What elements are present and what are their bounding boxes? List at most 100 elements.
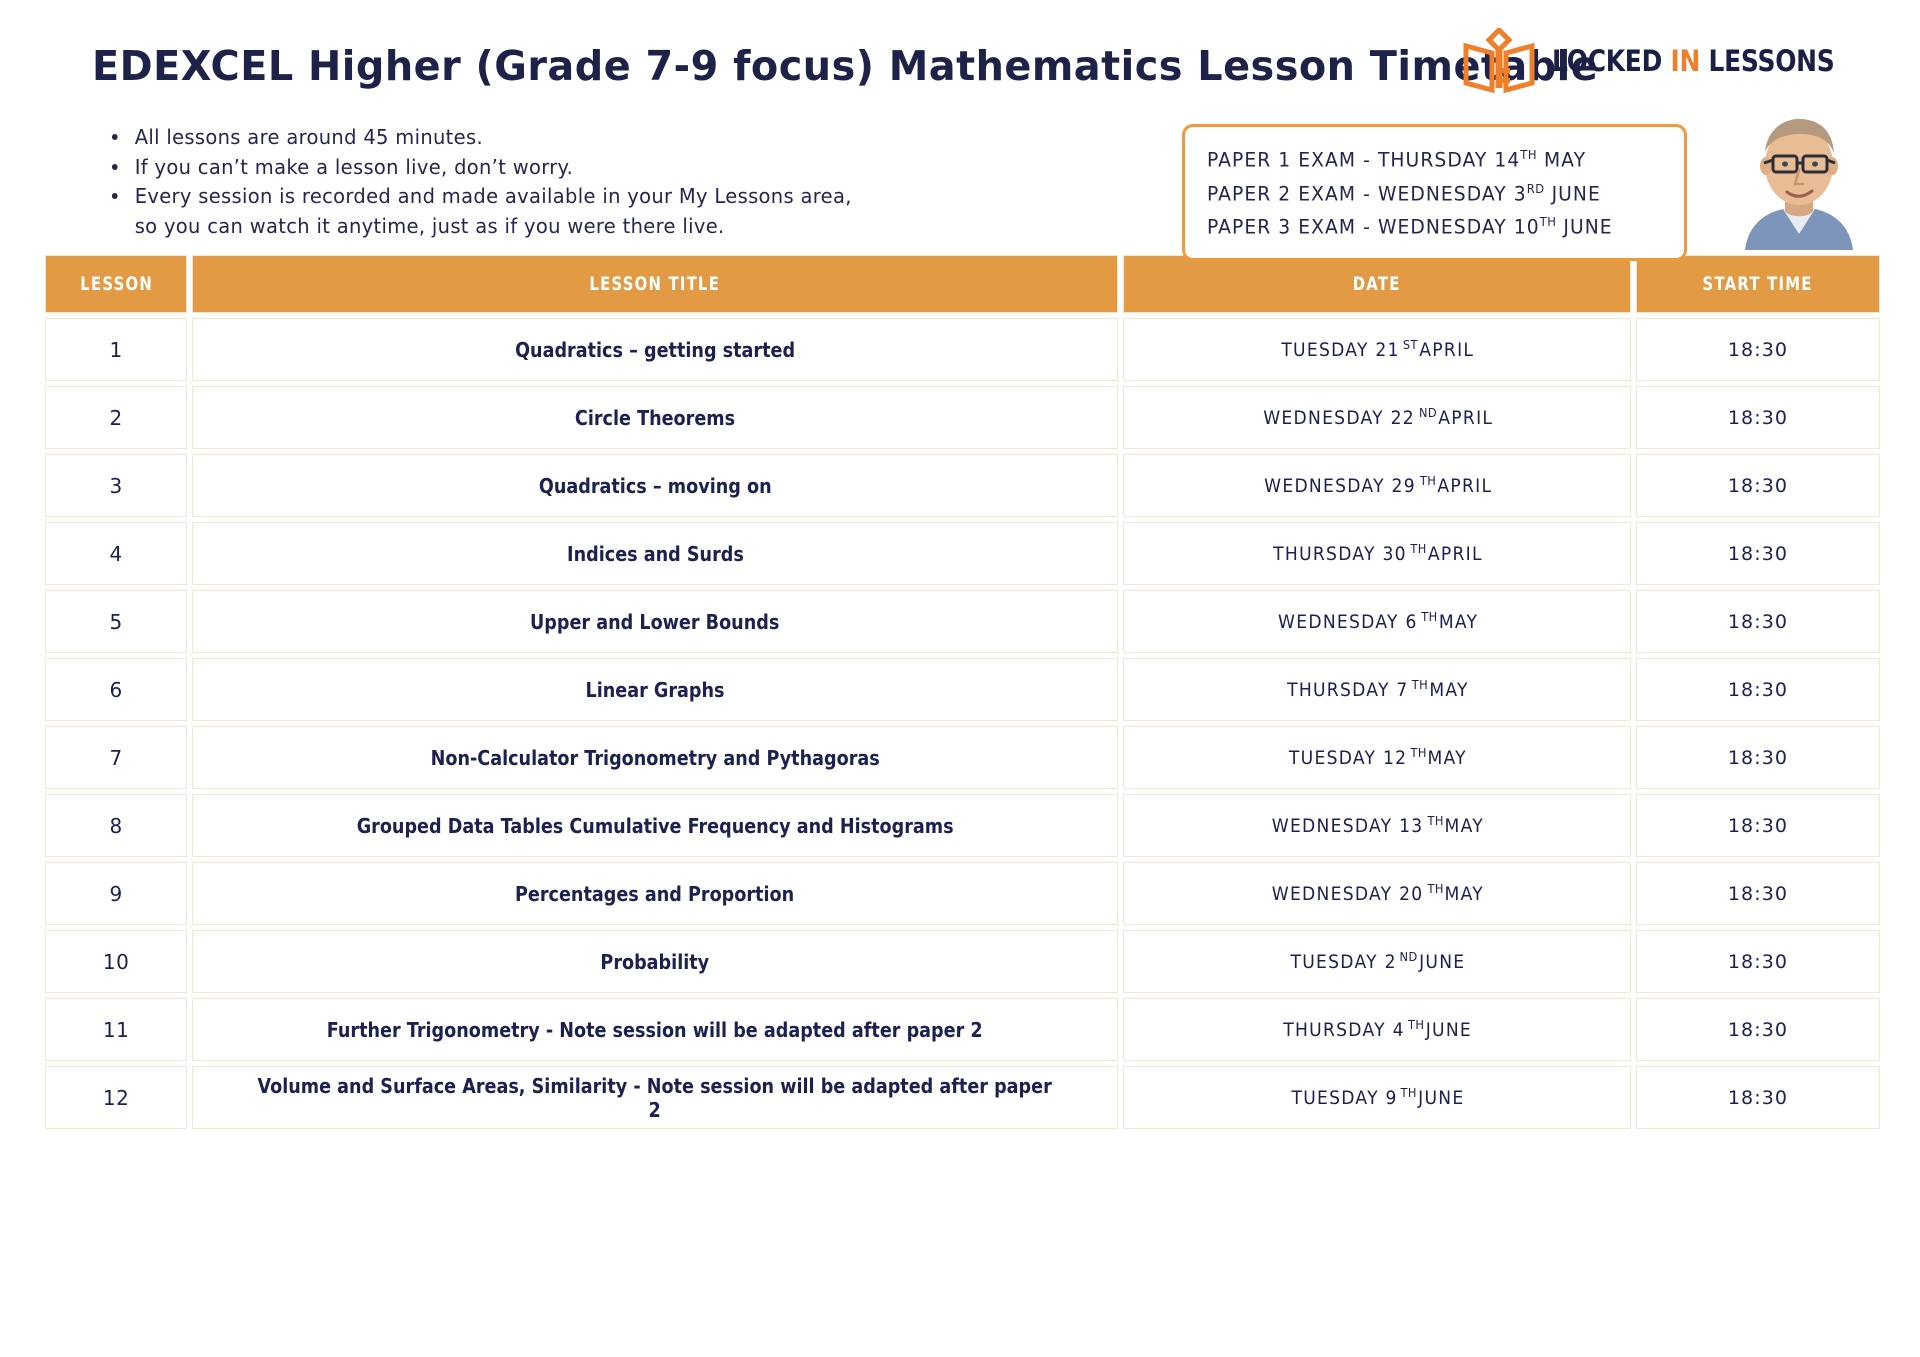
date-suffix: APRIL xyxy=(1437,475,1493,498)
column-header-date[interactable]: DATE xyxy=(1122,255,1631,313)
cell-start-time: 18:30 xyxy=(1635,998,1880,1061)
cell-date: TUESDAY 2 ND JUNE xyxy=(1122,930,1631,993)
cell-date: WEDNESDAY 20 TH MAY xyxy=(1122,862,1631,925)
date-text: WEDNESDAY 13 TH MAY xyxy=(1268,814,1486,837)
exam-line-suffix: JUNE xyxy=(1556,215,1613,239)
date-suffix: MAY xyxy=(1427,747,1468,770)
lesson-title-text: Volume and Surface Areas, Similarity - N… xyxy=(257,1073,1053,1122)
cell-start-time: 18:30 xyxy=(1635,658,1880,721)
cell-start-time: 18:30 xyxy=(1635,1066,1880,1129)
cell-date: THURSDAY 7 TH MAY xyxy=(1122,658,1631,721)
brand-word-locked: LOCKED xyxy=(1551,44,1670,78)
date-ordinal: TH xyxy=(1427,881,1445,896)
cell-date: WEDNESDAY 6 TH MAY xyxy=(1122,590,1631,653)
cell-lesson-number: 7 xyxy=(45,726,188,789)
table-row[interactable]: 10 Probability TUESDAY 2 ND JUNE 18:30 xyxy=(45,930,1880,993)
date-ordinal: TH xyxy=(1408,1017,1425,1032)
date-text: WEDNESDAY 20 TH MAY xyxy=(1268,882,1486,905)
list-item: If you can’t make a lesson live, don’t w… xyxy=(110,154,852,181)
cell-date: WEDNESDAY 29 TH APRIL xyxy=(1122,454,1631,517)
date-suffix: MAY xyxy=(1445,815,1485,838)
date-prefix: TUESDAY 12 xyxy=(1288,747,1408,770)
date-prefix: THURSDAY 4 xyxy=(1283,1019,1405,1042)
cell-start-time: 18:30 xyxy=(1635,318,1880,381)
date-text: THURSDAY 30 TH APRIL xyxy=(1269,542,1484,565)
date-prefix: WEDNESDAY 29 xyxy=(1263,475,1416,498)
lesson-title-text: Quadratics – getting started xyxy=(514,337,795,362)
exam-dates-box: PAPER 1 EXAM - THURSDAY 14TH MAY PAPER 2… xyxy=(1182,124,1687,261)
date-prefix: TUESDAY 2 xyxy=(1290,951,1397,974)
table-row[interactable]: 1 Quadratics – getting started TUESDAY 21 S… xyxy=(45,318,1880,381)
page-header: EDEXCEL Higher (Grade 7-9 focus) Mathema… xyxy=(40,0,1880,118)
exam-line-prefix: PAPER 1 EXAM - THURSDAY 14 xyxy=(1207,148,1521,172)
date-suffix: APRIL xyxy=(1438,407,1494,430)
cell-start-time: 18:30 xyxy=(1635,386,1880,449)
cell-date: WEDNESDAY 22 ND APRIL xyxy=(1122,386,1631,449)
cell-lesson-number: 8 xyxy=(45,794,188,857)
table-row[interactable]: 5 Upper and Lower Bounds WEDNESDAY 6 TH MAY… xyxy=(45,590,1880,653)
column-header-lesson-title-label: LESSON TITLE xyxy=(589,273,721,295)
cell-lesson-title: Upper and Lower Bounds xyxy=(192,590,1118,653)
date-ordinal: TH xyxy=(1427,813,1445,828)
table-row[interactable]: 11 Further Trigonometry - Note session wi… xyxy=(45,998,1880,1061)
cell-start-time: 18:30 xyxy=(1635,726,1880,789)
cell-start-time: 18:30 xyxy=(1635,794,1880,857)
cell-start-time: 18:30 xyxy=(1635,454,1880,517)
date-prefix: WEDNESDAY 22 xyxy=(1262,407,1415,430)
date-text: TUESDAY 2 ND JUNE xyxy=(1287,950,1466,973)
table-row[interactable]: 3 Quadratics – moving on WEDNESDAY 29 TH AP… xyxy=(45,454,1880,517)
date-text: THURSDAY 7 TH MAY xyxy=(1284,678,1470,701)
date-suffix: JUNE xyxy=(1418,951,1465,974)
date-text: WEDNESDAY 29 TH APRIL xyxy=(1260,474,1494,497)
cell-lesson-number: 6 xyxy=(45,658,188,721)
cell-lesson-title: Volume and Surface Areas, Similarity - N… xyxy=(192,1066,1118,1129)
cell-lesson-number: 9 xyxy=(45,862,188,925)
lesson-timetable: LESSON LESSON TITLE DATE START TIME 1 Qua… xyxy=(40,250,1885,1134)
exam-line-suffix: MAY xyxy=(1536,148,1587,172)
date-text: TUESDAY 9 TH JUNE xyxy=(1288,1086,1465,1109)
open-book-key-icon xyxy=(1462,28,1536,94)
cell-lesson-number: 11 xyxy=(45,998,188,1061)
date-ordinal: TH xyxy=(1400,1085,1417,1100)
table-row[interactable]: 8 Grouped Data Tables Cumulative Frequenc… xyxy=(45,794,1880,857)
date-ordinal: ST xyxy=(1402,337,1418,352)
column-header-lesson-title[interactable]: LESSON TITLE xyxy=(192,255,1118,313)
cell-start-time: 18:30 xyxy=(1635,862,1880,925)
lesson-title-text: Quadratics – moving on xyxy=(538,473,772,498)
date-text: TUESDAY 12 TH MAY xyxy=(1286,746,1469,769)
exam-date-line: PAPER 3 EXAM - WEDNESDAY 10TH JUNE xyxy=(1207,208,1644,242)
info-bullet-list: All lessons are around 45 minutes. If yo… xyxy=(110,124,891,242)
cell-lesson-title: Quadratics – moving on xyxy=(192,454,1118,517)
exam-line-ordinal: RD xyxy=(1526,181,1545,196)
table-row[interactable]: 2 Circle Theorems WEDNESDAY 22 ND APRIL 18:3… xyxy=(45,386,1880,449)
date-prefix: WEDNESDAY 6 xyxy=(1278,611,1418,634)
cell-lesson-title: Quadratics – getting started xyxy=(192,318,1118,381)
date-suffix: APRIL xyxy=(1419,339,1475,362)
cell-lesson-number: 1 xyxy=(45,318,188,381)
cell-lesson-title: Circle Theorems xyxy=(192,386,1118,449)
cell-lesson-number: 10 xyxy=(45,930,188,993)
column-header-start-time[interactable]: START TIME xyxy=(1635,255,1880,313)
column-header-lesson[interactable]: LESSON xyxy=(45,255,188,313)
table-row[interactable]: 6 Linear Graphs THURSDAY 7 TH MAY 18:30 xyxy=(45,658,1880,721)
date-ordinal: TH xyxy=(1421,609,1438,624)
lesson-title-text: Linear Graphs xyxy=(585,677,725,702)
table-row[interactable]: 9 Percentages and Proportion WEDNESDAY 20 T… xyxy=(45,862,1880,925)
date-text: WEDNESDAY 22 ND APRIL xyxy=(1259,406,1495,429)
date-ordinal: ND xyxy=(1399,949,1418,964)
table-row[interactable]: 4 Indices and Surds THURSDAY 30 TH APRIL 18:… xyxy=(45,522,1880,585)
cell-lesson-number: 3 xyxy=(45,454,188,517)
date-prefix: TUESDAY 9 xyxy=(1291,1087,1398,1110)
date-prefix: WEDNESDAY 20 xyxy=(1271,883,1424,906)
table-row[interactable]: 7 Non-Calculator Trigonometry and Pythago… xyxy=(45,726,1880,789)
date-ordinal: ND xyxy=(1418,405,1437,420)
date-ordinal: TH xyxy=(1419,473,1436,488)
date-ordinal: TH xyxy=(1410,745,1427,760)
tutor-portrait-photo xyxy=(1723,108,1875,250)
table-row[interactable]: 12 Volume and Surface Areas, Similarity -… xyxy=(45,1066,1880,1129)
exam-date-line: PAPER 1 EXAM - THURSDAY 14TH MAY xyxy=(1207,141,1644,175)
list-item: Every session is recorded and made avail… xyxy=(110,183,852,210)
brand-word-lessons: LESSONS xyxy=(1699,44,1835,78)
exam-line-ordinal: TH xyxy=(1539,215,1557,229)
lesson-title-text: Percentages and Proportion xyxy=(515,881,795,906)
